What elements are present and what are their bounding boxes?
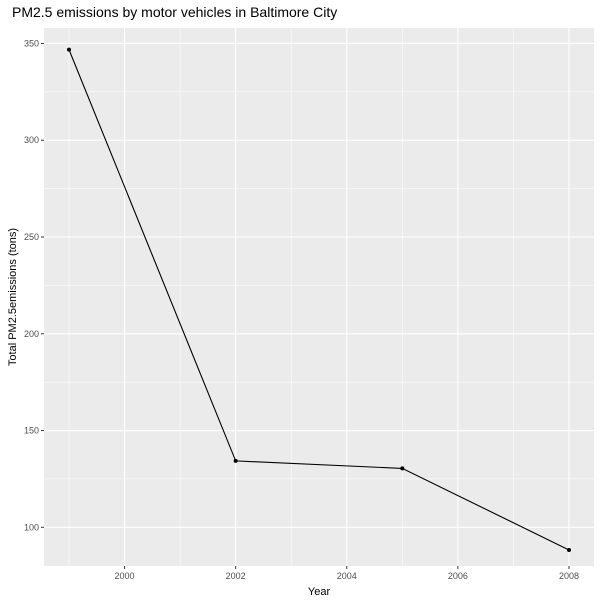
data-point [67, 47, 71, 52]
y-tick-label: 200 [24, 329, 39, 339]
y-tick-label: 250 [24, 232, 39, 242]
x-tick-label: 2002 [226, 571, 246, 581]
x-tick-label: 2008 [559, 571, 579, 581]
y-tick-label: 150 [24, 426, 39, 436]
series-group [67, 47, 571, 552]
chart-title: PM2.5 emissions by motor vehicles in Bal… [12, 4, 338, 20]
x-tick-label: 2004 [337, 571, 357, 581]
y-tick-label: 350 [24, 38, 39, 48]
y-tick-label: 100 [24, 522, 39, 532]
series-line [68, 49, 570, 551]
x-tick-label: 2006 [448, 571, 468, 581]
x-axis-title: Year [308, 586, 331, 598]
plot-panel [44, 28, 594, 566]
y-axis-title: Total PM2.5emissions (tons) [7, 228, 19, 366]
data-point [233, 458, 238, 463]
axes-group: 2000 2002 2004 2006 2008 100 150 200 250 300 350 [24, 38, 579, 581]
x-tick-label: 2000 [115, 571, 135, 581]
grid-major [44, 28, 594, 566]
y-tick-label: 300 [24, 135, 39, 145]
data-point [400, 466, 405, 471]
grid-minor [44, 28, 594, 566]
data-point [567, 547, 571, 552]
